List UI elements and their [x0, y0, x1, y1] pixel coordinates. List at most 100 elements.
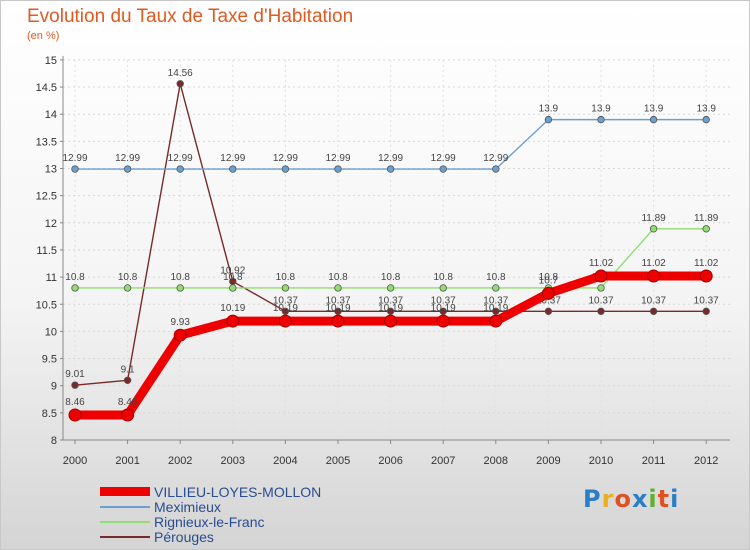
data-point-meximieux: [123, 165, 132, 173]
data-label-meximieux: 12.99: [483, 153, 508, 164]
data-point-meximieux: [229, 165, 237, 173]
proxiti-logo: Proxiti: [583, 485, 679, 513]
legend-label: Meximieux: [154, 498, 221, 515]
data-label-meximieux: 12.99: [168, 153, 193, 164]
data-label-villieu-loyes-mollon: 11.02: [589, 258, 614, 269]
data-point-meximieux: [702, 115, 710, 124]
data-label-rignieux-le-franc: 10.8: [276, 272, 296, 283]
legend-swatch: [100, 505, 150, 508]
data-point-p-rouges: [649, 307, 658, 316]
data-point-villieu-loyes-mollon: [384, 314, 398, 328]
data-label-villieu-loyes-mollon: 9.93: [170, 317, 190, 328]
y-tick-label: 15: [45, 55, 57, 67]
data-label-meximieux: 12.99: [378, 153, 403, 164]
data-point-villieu-loyes-mollon: [436, 314, 450, 328]
data-point-rignieux-le-franc: [597, 284, 605, 292]
data-label-meximieux: 13.9: [696, 104, 716, 115]
legend-item: VILLIEU-LOYES-MOLLON: [100, 483, 322, 500]
data-label-p-rouges: 10.37: [325, 295, 350, 306]
data-label-p-rouges: 10.37: [694, 295, 719, 306]
data-label-villieu-loyes-mollon: 10.19: [378, 303, 403, 314]
data-point-meximieux: [71, 165, 79, 173]
data-point-rignieux-le-franc: [71, 284, 79, 292]
data-point-p-rouges: [71, 381, 79, 389]
data-point-p-rouges: [176, 80, 184, 88]
data-point-villieu-loyes-mollon: [331, 314, 345, 328]
y-tick-label: 8.5: [42, 408, 57, 420]
data-label-villieu-loyes-mollon: 11.02: [641, 258, 666, 269]
data-label-rignieux-le-franc: 10.8: [223, 272, 243, 283]
logo-letter: r: [601, 485, 615, 513]
data-label-meximieux: 12.99: [62, 153, 87, 164]
y-tick-label: 12.5: [36, 191, 57, 203]
data-label-rignieux-le-franc: 11.89: [641, 213, 666, 224]
logo-letter: i: [648, 485, 658, 513]
x-tick-label: 2009: [536, 455, 560, 467]
data-label-p-rouges: 10.37: [431, 295, 456, 306]
data-point-meximieux: [439, 165, 447, 173]
data-label-meximieux: 12.99: [220, 153, 245, 164]
data-label-villieu-loyes-mollon: 10.19: [483, 303, 508, 314]
data-point-rignieux-le-franc: [702, 225, 710, 233]
legend-item: Pérouges: [100, 528, 321, 545]
data-point-p-rouges: [544, 307, 553, 316]
data-point-villieu-loyes-mollon: [541, 286, 555, 300]
legend-label: Rignieux-le-Franc: [154, 513, 265, 530]
data-point-meximieux: [334, 165, 342, 173]
data-point-meximieux: [386, 165, 395, 173]
data-point-rignieux-le-franc: [439, 284, 447, 292]
x-tick-label: 2007: [431, 455, 455, 467]
data-point-villieu-loyes-mollon: [647, 269, 661, 283]
data-label-p-rouges: 14.56: [168, 68, 193, 79]
logo-letter: i: [670, 485, 680, 513]
legend-label: Pérouges: [154, 528, 214, 545]
y-tick-label: 12: [45, 218, 57, 230]
data-label-rignieux-le-franc: 10.8: [539, 272, 559, 283]
data-label-meximieux: 12.99: [431, 153, 456, 164]
data-label-p-rouges: 10.37: [273, 295, 298, 306]
data-label-villieu-loyes-mollon: 10.19: [220, 303, 245, 314]
legend-item: Meximieux: [100, 498, 321, 515]
data-label-rignieux-le-franc: 10.8: [381, 272, 401, 283]
y-tick-label: 10: [45, 326, 57, 338]
legend-label: VILLIEU-LOYES-MOLLON: [154, 483, 322, 500]
data-label-villieu-loyes-mollon: 10.19: [273, 303, 298, 314]
x-tick-label: 2008: [484, 455, 508, 467]
legend-swatch: [100, 487, 150, 496]
x-tick-label: 2010: [589, 455, 613, 467]
data-point-p-rouges: [702, 307, 710, 316]
data-label-villieu-loyes-mollon: 8.46: [65, 397, 85, 408]
x-tick-label: 2000: [63, 455, 87, 467]
y-tick-label: 11: [46, 272, 57, 284]
y-tick-label: 10.5: [36, 299, 57, 311]
data-point-meximieux: [281, 165, 290, 173]
x-tick-label: 2005: [326, 455, 350, 467]
data-point-villieu-loyes-mollon: [68, 408, 82, 422]
data-label-p-rouges: 10.37: [641, 295, 666, 306]
chart-title: Evolution du Taux de Taxe d'Habitation: [27, 6, 354, 27]
data-label-villieu-loyes-mollon: 10.19: [431, 303, 456, 314]
data-label-p-rouges: 10.37: [378, 295, 403, 306]
data-point-rignieux-le-franc: [281, 284, 290, 292]
data-label-villieu-loyes-mollon: 10.19: [325, 303, 350, 314]
data-label-rignieux-le-franc: 10.8: [118, 272, 138, 283]
x-tick-label: 2006: [378, 455, 402, 467]
data-label-p-rouges: 9.1: [121, 364, 135, 375]
data-label-p-rouges: 10.37: [588, 295, 613, 306]
data-label-meximieux: 12.99: [273, 153, 298, 164]
data-label-meximieux: 12.99: [325, 153, 350, 164]
logo-letter: x: [631, 485, 649, 513]
chart-unit: (en %): [27, 30, 60, 42]
data-label-rignieux-le-franc: 10.8: [65, 272, 85, 283]
legend-item: Rignieux-le-Franc: [100, 513, 321, 530]
data-point-rignieux-le-franc: [176, 284, 184, 292]
logo-letter: t: [657, 485, 671, 513]
data-point-meximieux: [544, 115, 553, 124]
data-point-rignieux-le-franc: [492, 284, 500, 292]
data-label-p-rouges: 9.01: [65, 369, 85, 380]
y-tick-label: 8: [51, 435, 57, 447]
y-tick-label: 9.5: [42, 354, 57, 366]
y-tick-label: 14.5: [36, 82, 57, 94]
data-label-meximieux: 13.9: [539, 104, 559, 115]
y-tick-label: 13: [45, 164, 57, 176]
